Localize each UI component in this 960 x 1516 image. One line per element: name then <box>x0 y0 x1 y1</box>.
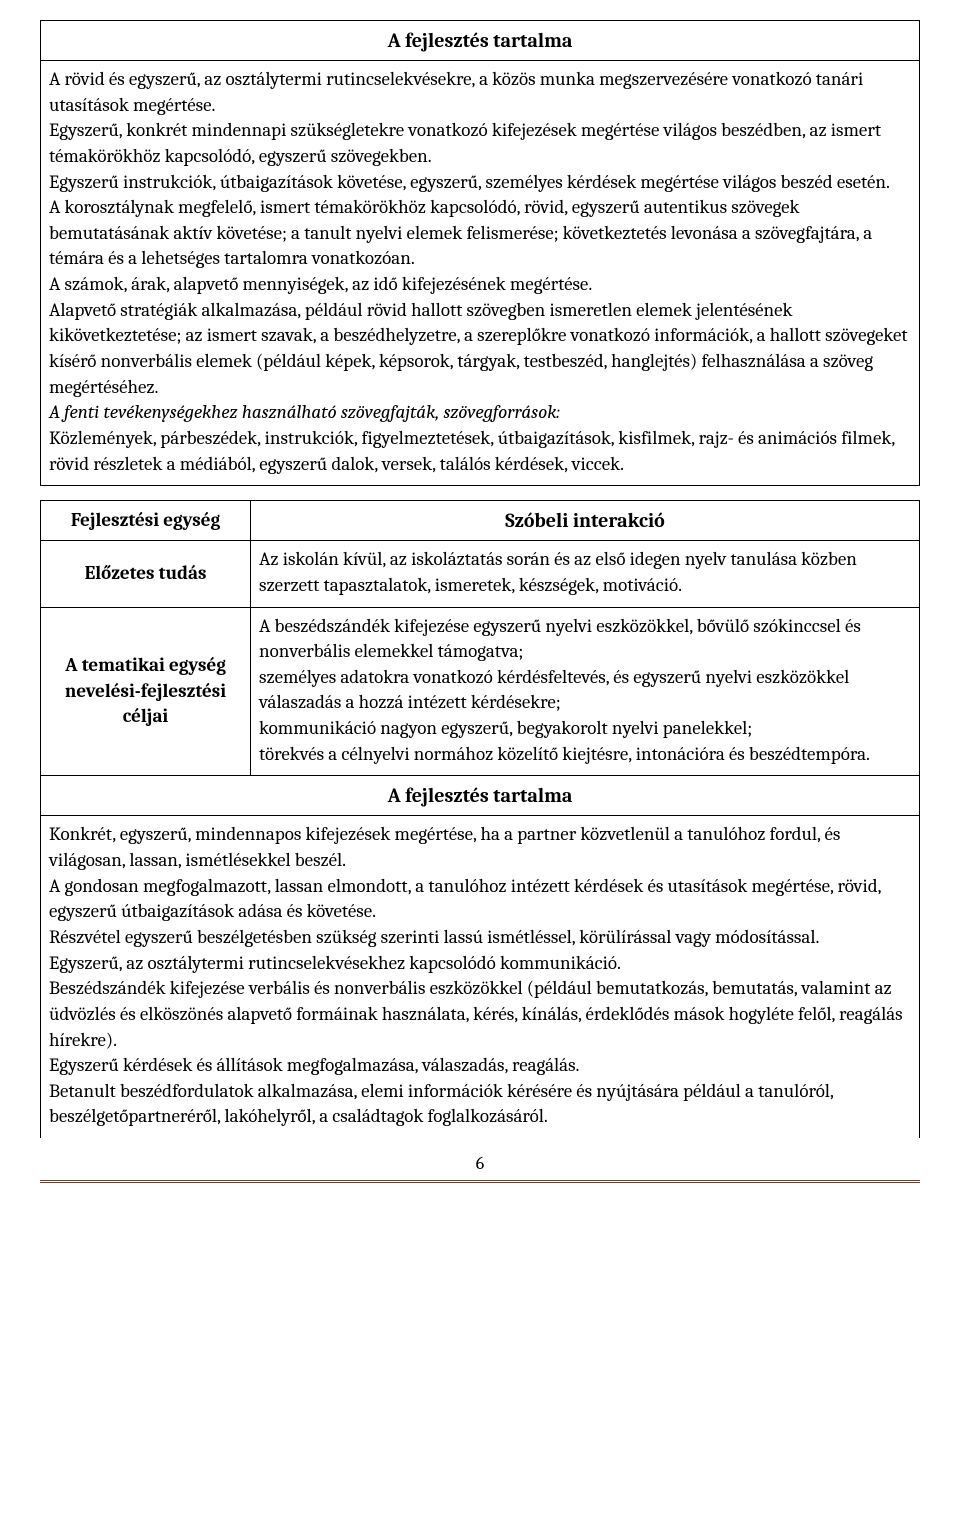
row3-line: személyes adatokra vonatkozó kérdésfelte… <box>259 665 911 716</box>
row3-label: A tematikai egység nevelési-fejlesztési … <box>41 607 251 776</box>
table2-paragraph: Részvétel egyszerű beszélgetésben szüksé… <box>49 925 911 951</box>
table1-paragraph: A korosztálynak megfelelő, ismert témakö… <box>49 195 911 272</box>
table2-paragraph: Betanult beszédfordulatok alkalmazása, e… <box>49 1079 911 1130</box>
table2-paragraph: Egyszerű kérdések és állítások megfogalm… <box>49 1053 911 1079</box>
table1-paragraph: Alapvető stratégiák alkalmazása, például… <box>49 298 911 401</box>
development-unit-table-2: Fejlesztési egység Szóbeli interakció El… <box>40 500 920 1138</box>
row2-text: Az iskolán kívül, az iskoláztatás során … <box>251 541 920 607</box>
table2-paragraph: Egyszerű, az osztálytermi rutincselekvés… <box>49 951 911 977</box>
row3-content: A beszédszándék kifejezése egyszerű nyel… <box>251 607 920 776</box>
row1-title: Szóbeli interakció <box>251 501 920 541</box>
table1-paragraph: A rövid és egyszerű, az osztálytermi rut… <box>49 67 911 118</box>
table2-paragraph: Beszédszándék kifejezése verbális és non… <box>49 976 911 1053</box>
row1-label: Fejlesztési egység <box>41 501 251 541</box>
row3-line: A beszédszándék kifejezése egyszerű nyel… <box>259 614 911 665</box>
development-content-table-1: A fejlesztés tartalma A rövid és egyszer… <box>40 20 920 486</box>
row3-line: kommunikáció nagyon egyszerű, begyakorol… <box>259 716 911 742</box>
table1-paragraph: A fenti tevékenységekhez használható szö… <box>49 400 911 426</box>
table1-paragraph: Közlemények, párbeszédek, instrukciók, f… <box>49 426 911 477</box>
table2-paragraph: Konkrét, egyszerű, mindennapos kifejezés… <box>49 822 911 873</box>
table2-header2: A fejlesztés tartalma <box>41 776 920 816</box>
table1-header: A fejlesztés tartalma <box>41 21 920 61</box>
table2-paragraph: A gondosan megfogalmazott, lassan elmond… <box>49 874 911 925</box>
page-number: 6 <box>40 1152 920 1176</box>
table1-content-cell: A rövid és egyszerű, az osztálytermi rut… <box>41 61 920 486</box>
row3-line: törekvés a célnyelvi normához közelítő k… <box>259 742 911 768</box>
table1-paragraph: A számok, árak, alapvető mennyiségek, az… <box>49 272 911 298</box>
table2-content-cell: Konkrét, egyszerű, mindennapos kifejezés… <box>41 816 920 1138</box>
table1-paragraph: Egyszerű, konkrét mindennapi szükséglete… <box>49 118 911 169</box>
table1-paragraph: Egyszerű instrukciók, útbaigazítások köv… <box>49 170 911 196</box>
row2-label: Előzetes tudás <box>41 541 251 607</box>
footer-rule <box>40 1180 920 1183</box>
